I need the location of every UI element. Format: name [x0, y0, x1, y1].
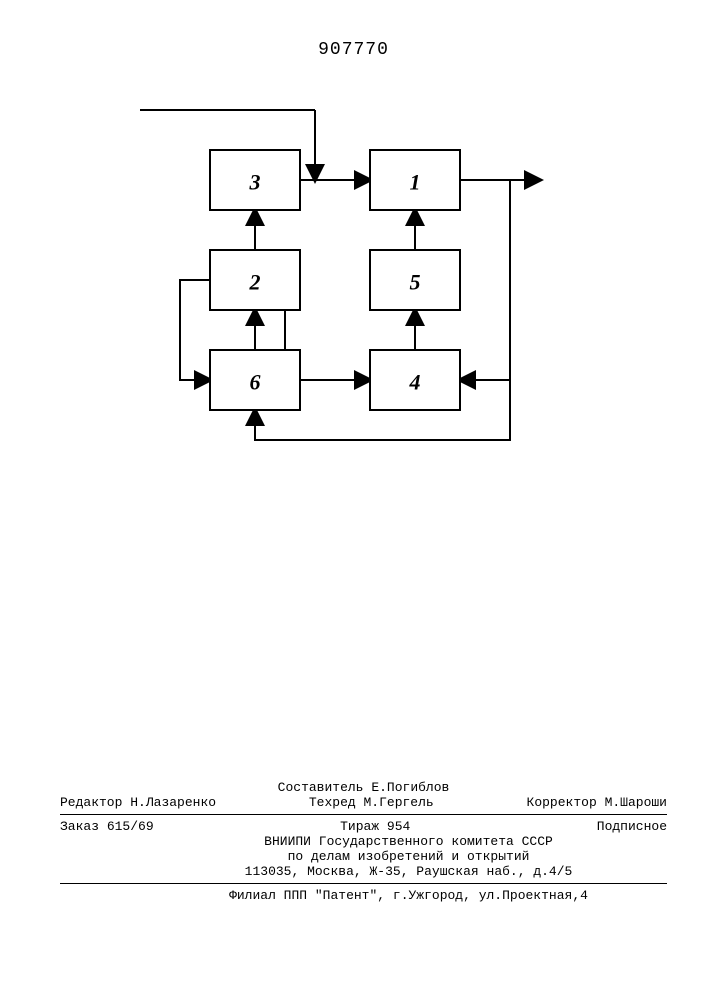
node-label-n1: 1	[410, 170, 421, 195]
order-label: Заказ	[60, 819, 99, 834]
node-n5: 5	[370, 250, 460, 310]
tirazh-label: Тираж	[340, 819, 379, 834]
node-n4: 4	[370, 350, 460, 410]
footer: Составитель Е.Погиблов Редактор Н.Лазаре…	[60, 780, 667, 903]
org-line1: ВНИИПИ Государственного комитета СССР	[150, 834, 667, 849]
order-value: 615/69	[107, 819, 154, 834]
node-n3: 3	[210, 150, 300, 210]
node-n6: 6	[210, 350, 300, 410]
compiler-label: Составитель	[278, 780, 364, 795]
divider	[60, 814, 667, 815]
node-label-n4: 4	[409, 370, 421, 395]
org-line2: по делам изобретений и открытий	[150, 849, 667, 864]
techred-name: М.Гергель	[364, 795, 434, 810]
techred-label: Техред	[309, 795, 356, 810]
node-label-n3: 3	[249, 170, 261, 195]
tirazh-value: 954	[387, 819, 410, 834]
page: 907770 3 1 2 5 6 4 Составитель Е.Погиблов Ред…	[0, 0, 707, 1000]
editor-label: Редактор	[60, 795, 122, 810]
corrector-label: Корректор	[527, 795, 597, 810]
compiler-name: Е.Погиблов	[371, 780, 449, 795]
node-label-n5: 5	[410, 270, 421, 295]
edge-n2-left-to-n6	[180, 280, 210, 380]
node-n2: 2	[210, 250, 300, 310]
node-label-n6: 6	[250, 370, 261, 395]
node-label-n2: 2	[249, 270, 261, 295]
divider	[60, 883, 667, 884]
document-number: 907770	[0, 40, 707, 60]
org-addr: 113035, Москва, Ж-35, Раушская наб., д.4…	[150, 864, 667, 879]
branch: Филиал ППП "Патент", г.Ужгород, ул.Проек…	[150, 888, 667, 903]
node-n1: 1	[370, 150, 460, 210]
block-diagram: 3 1 2 5 6 4	[140, 100, 560, 520]
editor-name: Н.Лазаренко	[130, 795, 216, 810]
corrector-name: М.Шароши	[605, 795, 667, 810]
subscription: Подписное	[597, 819, 667, 834]
